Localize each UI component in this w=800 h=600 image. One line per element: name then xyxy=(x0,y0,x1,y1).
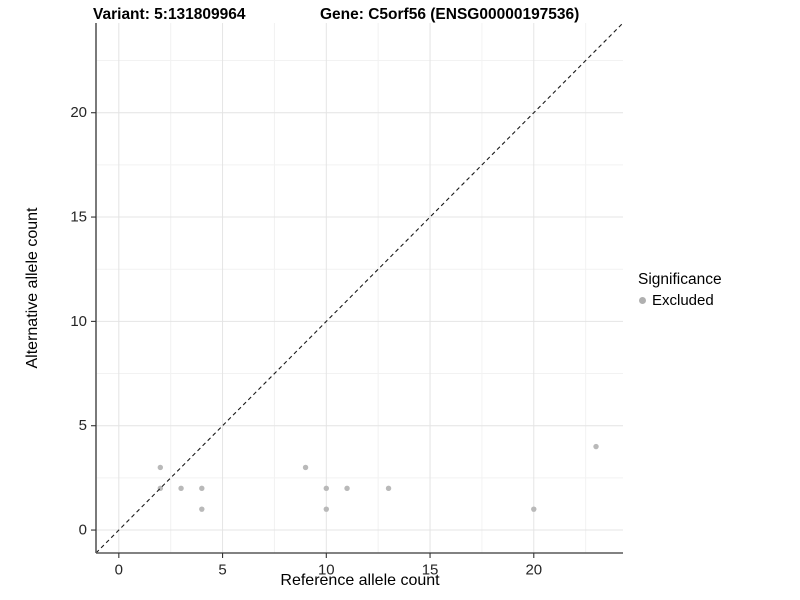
variant-title: Variant: 5:131809964 xyxy=(93,6,246,23)
data-point xyxy=(323,485,330,492)
x-tick-label: 0 xyxy=(115,561,123,578)
y-tick-label: 5 xyxy=(79,417,87,434)
legend-title: Significance xyxy=(638,271,722,288)
legend-item-excluded: Excluded xyxy=(639,292,722,309)
y-tick-label: 20 xyxy=(70,104,87,121)
data-point xyxy=(199,506,205,512)
y-axis-title: Alternative allele count xyxy=(24,207,41,369)
gene-title: Gene: C5orf56 (ENSG00000197536) xyxy=(320,6,580,23)
x-tick-label: 15 xyxy=(422,561,439,578)
data-point xyxy=(323,506,330,512)
y-tick-label: 15 xyxy=(70,209,87,226)
data-point xyxy=(199,485,205,492)
data-point xyxy=(157,464,164,471)
x-tick-label: 5 xyxy=(218,561,226,578)
data-point xyxy=(385,485,392,492)
data-point xyxy=(302,464,309,471)
legend-point-icon xyxy=(639,297,646,304)
y-tick-label: 0 xyxy=(79,522,87,539)
data-point xyxy=(593,443,599,450)
identity-line xyxy=(95,22,624,554)
y-tick-label: 10 xyxy=(70,313,87,330)
legend: Significance Excluded xyxy=(638,271,722,309)
legend-item-label: Excluded xyxy=(652,292,714,309)
x-tick-label: 20 xyxy=(525,561,542,578)
data-point xyxy=(344,485,350,492)
data-point xyxy=(531,506,537,512)
x-axis-title: Reference allele count xyxy=(280,572,440,589)
x-tick-label: 10 xyxy=(318,561,335,578)
data-point xyxy=(178,485,184,492)
